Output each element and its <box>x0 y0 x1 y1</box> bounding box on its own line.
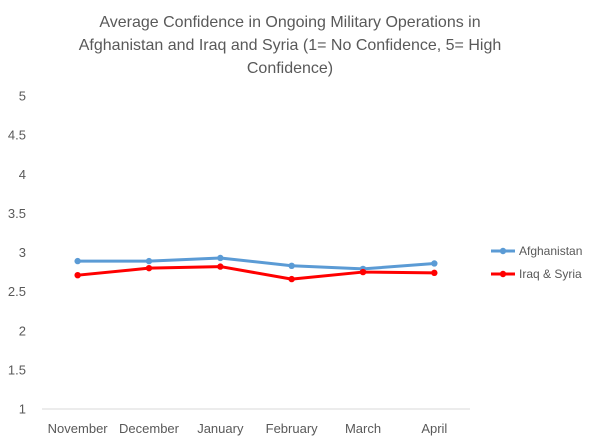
data-point <box>217 254 224 262</box>
y-tick-label: 2.5 <box>8 284 26 299</box>
chart-title-line-1: Average Confidence in Ongoing Military O… <box>99 14 480 31</box>
y-tick-label: 3.5 <box>8 206 26 221</box>
data-point <box>217 263 224 270</box>
legend-item: Afghanistan <box>491 244 582 258</box>
x-tick-label: January <box>197 421 244 436</box>
data-point <box>145 264 153 272</box>
legend-swatch-marker <box>499 247 507 255</box>
data-point <box>288 275 295 283</box>
y-tick-label: 4 <box>19 167 26 182</box>
data-point <box>74 271 81 279</box>
legend-item: Iraq & Syria <box>491 267 582 281</box>
data-point <box>359 268 367 276</box>
y-axis-tick-labels: 5 4.5 4 3.5 3 2.5 2 1.5 1 <box>8 89 26 417</box>
series-line <box>76 256 436 271</box>
legend-label: Iraq & Syria <box>519 267 582 281</box>
chart-title-line-3: Confidence) <box>247 60 333 77</box>
data-point <box>431 269 438 277</box>
series-layer <box>74 254 438 283</box>
legend-label: Afghanistan <box>519 244 582 258</box>
y-tick-label: 3 <box>19 245 26 260</box>
x-tick-label: March <box>345 421 381 436</box>
y-tick-label: 1.5 <box>8 362 26 377</box>
y-tick-label: 4.5 <box>8 128 26 143</box>
x-axis-tick-labels: November December January February March Apri… <box>48 421 448 436</box>
y-tick-label: 5 <box>19 89 26 104</box>
data-point <box>74 257 81 265</box>
x-tick-label: April <box>421 421 447 436</box>
x-tick-label: February <box>266 421 319 436</box>
series-line <box>76 265 436 281</box>
y-tick-label: 2 <box>19 323 26 338</box>
data-point <box>431 260 438 267</box>
data-point <box>145 257 153 265</box>
legend-swatch-marker <box>499 270 507 278</box>
chart-title-line-2: Afghanistan and Iraq and Syria (1= No Co… <box>79 37 502 54</box>
y-tick-label: 1 <box>19 402 26 417</box>
data-point <box>288 262 295 270</box>
x-tick-label: November <box>48 421 109 436</box>
chart-title: Average Confidence in Ongoing Military O… <box>79 14 502 77</box>
legend: Afghanistan Iraq & Syria <box>491 244 582 281</box>
series-1 <box>74 263 438 283</box>
x-tick-label: December <box>119 421 180 436</box>
